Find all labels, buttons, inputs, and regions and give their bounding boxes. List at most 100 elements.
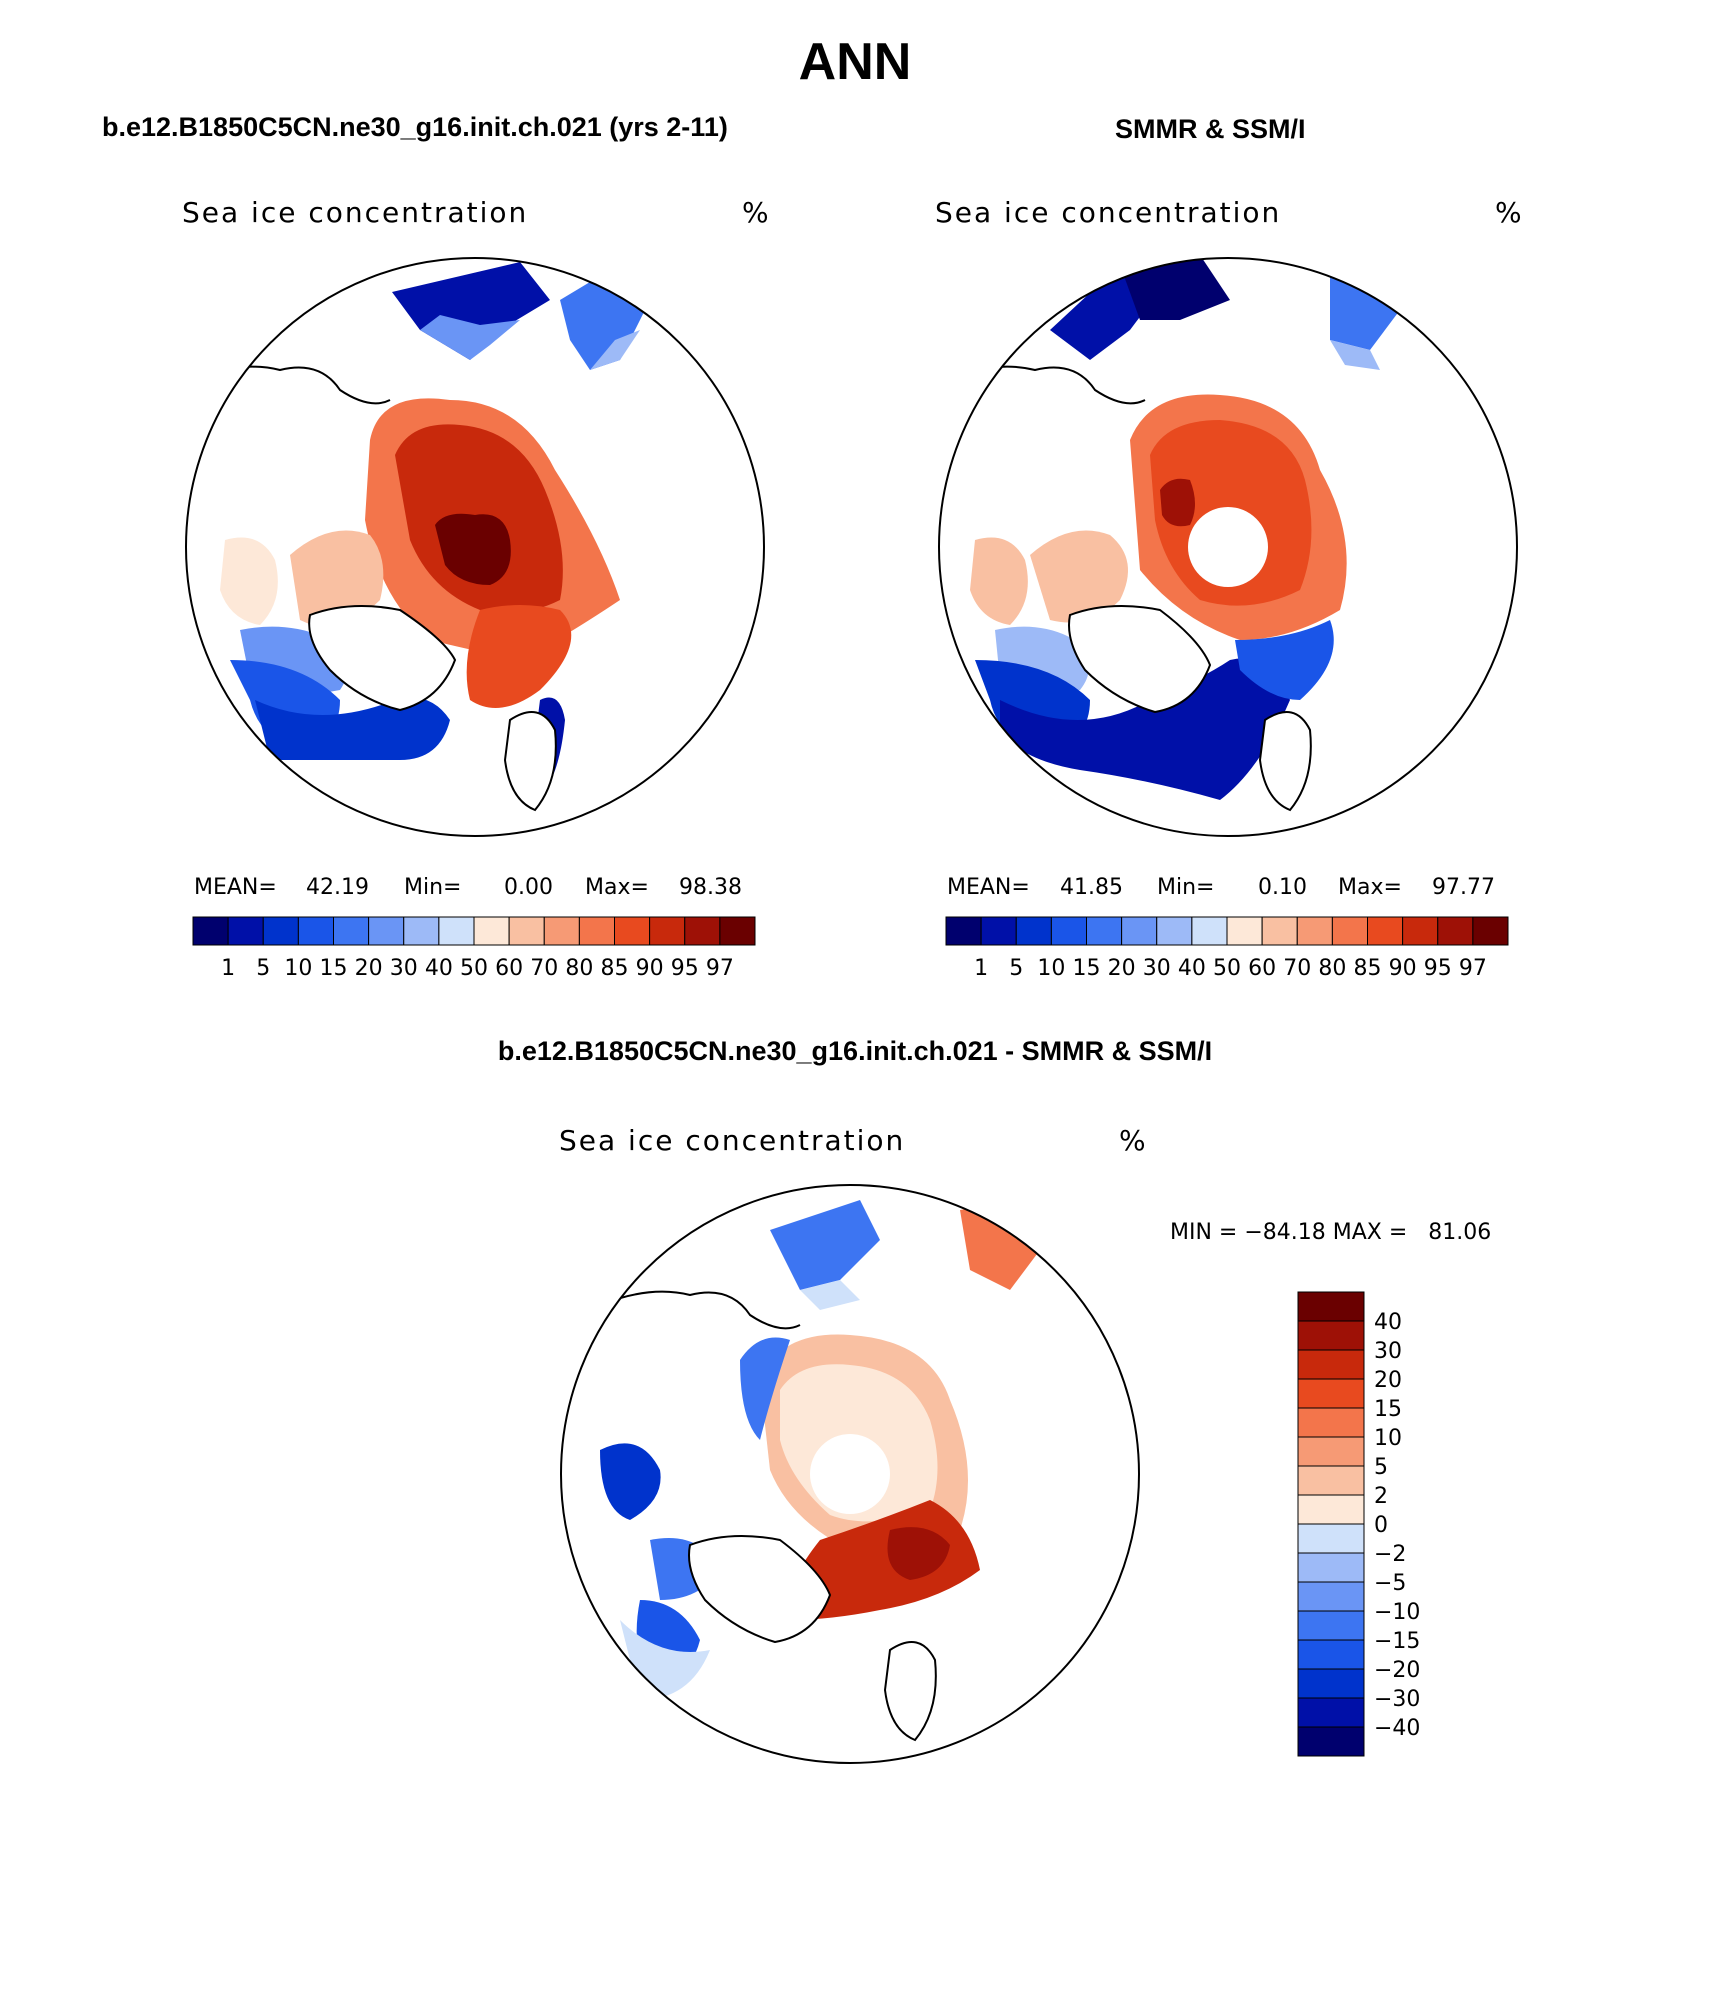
diff-variable-label: Sea ice concentration	[559, 1124, 906, 1157]
model-min-label: Min=	[404, 875, 462, 900]
model-colorbar-swatch	[578, 916, 615, 946]
diff-colorbar-swatch	[1297, 1639, 1365, 1670]
obs-colorbar-swatch	[1191, 916, 1228, 946]
obs-colorbar: 1 5 10 15 20 30 40 50 60 70 80 85 90 95 97	[945, 916, 1509, 981]
model-colorbar-tick-label: 40	[425, 956, 453, 981]
model-colorbar-tick-label: 70	[530, 956, 558, 981]
diff-okhotsk-anom-edge	[800, 1280, 860, 1310]
diff-colorbar-swatch	[1297, 1668, 1365, 1699]
obs-colorbar-swatch	[1050, 916, 1087, 946]
obs-colorbar-tick-label: 5	[1009, 956, 1023, 981]
model-colorbar-tick-label: 95	[671, 956, 699, 981]
diff-colorbar-swatch	[1297, 1378, 1365, 1409]
model-colorbar-swatch	[403, 916, 440, 946]
model-siberia-coast	[189, 365, 391, 405]
obs-min-value: 0.10	[1258, 875, 1307, 900]
model-okhotsk-ice-edge	[420, 315, 520, 360]
obs-bering-ice	[1330, 270, 1400, 350]
diff-colorbar-tick-label: −20	[1374, 1658, 1420, 1683]
model-colorbar-tick-label: 85	[601, 956, 629, 981]
obs-greenland-sea-ice	[1235, 620, 1334, 700]
obs-bering-ice-edge	[1330, 340, 1380, 370]
model-mean-value: 42.19	[306, 875, 369, 900]
obs-colorbar-tick-label: 20	[1108, 956, 1136, 981]
diff-colorbar-tick-label: −40	[1374, 1716, 1420, 1741]
obs-colorbar-tick-label: 40	[1178, 956, 1206, 981]
diff-pole-hole	[810, 1434, 890, 1514]
obs-colorbar-tick-label: 1	[974, 956, 988, 981]
diff-hudson-anom	[600, 1443, 661, 1520]
model-colorbar-swatch	[192, 916, 229, 946]
model-colorbar-tick-label: 97	[706, 956, 734, 981]
model-colorbar-swatch	[473, 916, 510, 946]
obs-colorbar-swatch	[1261, 916, 1298, 946]
model-greenland-land	[308, 605, 457, 712]
diff-scandinavia-land	[883, 1641, 937, 1742]
diff-colorbar-tick-label: 2	[1374, 1484, 1388, 1509]
model-colorbar-swatch	[719, 916, 756, 946]
obs-colorbar-swatch	[1226, 916, 1263, 946]
model-colorbar: 1 5 10 15 20 30 40 50 60 70 80 85 90 95 97	[192, 916, 756, 981]
model-min-value: 0.00	[504, 875, 553, 900]
obs-greenland-land	[1068, 605, 1212, 714]
model-colorbar-tick-label: 80	[565, 956, 593, 981]
obs-colorbar-tick-label: 80	[1318, 956, 1346, 981]
diff-colorbar-swatch	[1297, 1523, 1365, 1554]
obs-colorbar-tick-label: 30	[1143, 956, 1171, 981]
diff-minmax-text: MIN = −84.18 MAX = 81.06	[1170, 1220, 1492, 1245]
obs-arctic-ice-core	[1160, 478, 1195, 527]
page-title: ANN	[798, 33, 912, 91]
diff-colorbar-swatch	[1297, 1436, 1365, 1467]
obs-case-title: SMMR & SSM/I	[1115, 114, 1306, 144]
model-variable-label: Sea ice concentration	[182, 196, 529, 229]
obs-canadian-arch-ice	[1030, 530, 1128, 623]
diff-colorbar-swatch	[1297, 1349, 1365, 1380]
obs-okhotsk-ice-2	[1120, 258, 1230, 320]
model-colorbar-swatch	[368, 916, 405, 946]
model-max-label: Max=	[585, 875, 649, 900]
diff-barents-anom-core	[887, 1527, 950, 1580]
diff-greenland-land	[688, 1535, 832, 1644]
diff-colorbar-swatch	[1297, 1494, 1365, 1525]
model-max-value: 98.38	[679, 875, 742, 900]
model-colorbar-swatch	[508, 916, 545, 946]
diff-barents-anom	[788, 1500, 980, 1620]
diff-colorbar-swatch	[1297, 1465, 1365, 1496]
model-colorbar-swatch	[438, 916, 475, 946]
diff-colorbar-tick-label: −2	[1374, 1542, 1406, 1567]
model-case-title: b.e12.B1850C5CN.ne30_g16.init.ch.021 (yr…	[102, 112, 728, 142]
diff-colorbar-swatch	[1297, 1320, 1365, 1351]
model-atlantic-ice	[255, 697, 450, 760]
diff-colorbar-tick-label: −30	[1374, 1687, 1420, 1712]
diff-arctic-edge-neg	[740, 1337, 790, 1440]
diff-colorbar-tick-label: 20	[1374, 1368, 1402, 1393]
model-colorbar-swatch	[614, 916, 651, 946]
diff-okhotsk-anom	[770, 1200, 880, 1290]
diff-case-title: b.e12.B1850C5CN.ne30_g16.init.ch.021 - S…	[497, 1036, 1213, 1066]
model-colorbar-tick-label: 30	[390, 956, 418, 981]
model-colorbar-tick-label: 60	[495, 956, 523, 981]
model-colorbar-swatch	[227, 916, 264, 946]
diff-colorbar-tick-label: 10	[1374, 1426, 1402, 1451]
diff-colorbar-tick-label: 5	[1374, 1455, 1388, 1480]
obs-colorbar-swatch	[1331, 916, 1368, 946]
obs-colorbar-swatch	[1156, 916, 1193, 946]
obs-mean-label: MEAN=	[947, 875, 1030, 900]
model-colorbar-swatch	[297, 916, 334, 946]
diff-colorbar-swatch	[1297, 1291, 1365, 1322]
obs-colorbar-tick-label: 95	[1424, 956, 1452, 981]
obs-variable-label: Sea ice concentration	[935, 196, 1282, 229]
obs-mean-value: 41.85	[1060, 875, 1123, 900]
obs-colorbar-swatch	[1367, 916, 1404, 946]
obs-min-label: Min=	[1157, 875, 1215, 900]
obs-map	[944, 258, 1400, 812]
model-colorbar-tick-label: 1	[221, 956, 235, 981]
obs-colorbar-swatch	[1015, 916, 1052, 946]
diff-colorbar-swatch	[1297, 1552, 1365, 1583]
model-colorbar-tick-label: 50	[460, 956, 488, 981]
obs-colorbar-tick-label: 97	[1459, 956, 1487, 981]
model-colorbar-tick-label: 15	[320, 956, 348, 981]
model-colorbar-swatch	[333, 916, 370, 946]
obs-map-border	[938, 257, 1518, 837]
